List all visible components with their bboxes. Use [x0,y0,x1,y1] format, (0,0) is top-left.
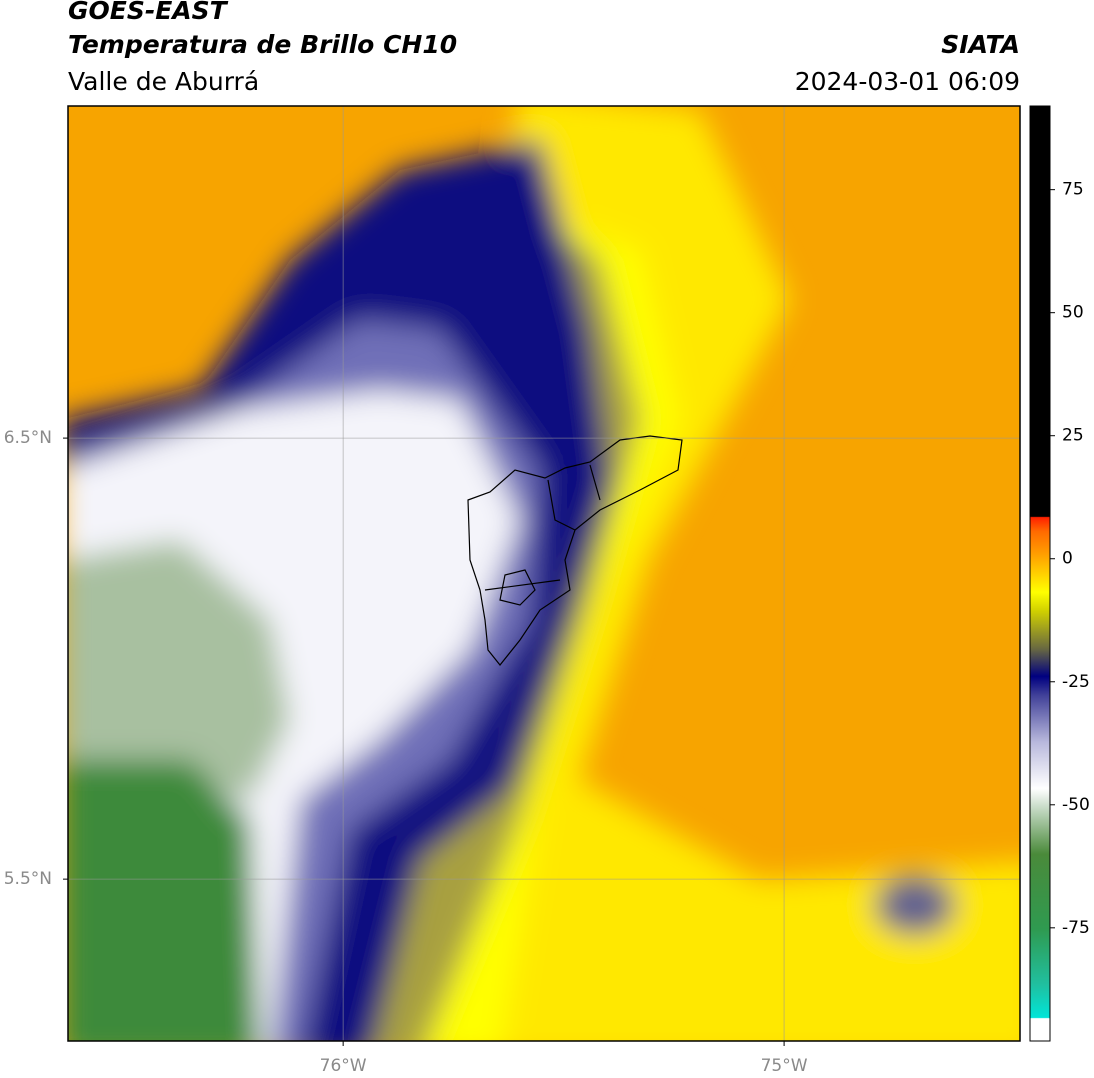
colorbar-tick-label: 75 [1062,180,1084,200]
x-tick-label: 75°W [761,1056,808,1076]
colorbar-tick-label: -75 [1062,918,1090,938]
x-tick-label: 76°W [320,1056,367,1076]
colorbar [1029,105,1051,1042]
title: GOES-EAST [68,0,229,25]
map-frame [67,105,1021,1042]
satellite-image [68,106,1020,1041]
title: Temperatura de Brillo CH10 [68,30,457,59]
colorbar-tick-label: 25 [1062,426,1084,446]
colorbar-tick-label: -50 [1062,795,1090,815]
datetime: 2024-03-01 06:09 [795,67,1020,96]
colorbar-tick-label: -25 [1062,672,1090,692]
y-tick-label: 6.5°N [4,428,52,448]
source: SIATA [941,30,1020,59]
colorbar-tick-label: 50 [1062,303,1084,323]
y-tick-label: 5.5°N [4,869,52,889]
subtitle: Valle de Aburrá [68,67,259,96]
colorbar-tick-label: 0 [1062,549,1073,569]
